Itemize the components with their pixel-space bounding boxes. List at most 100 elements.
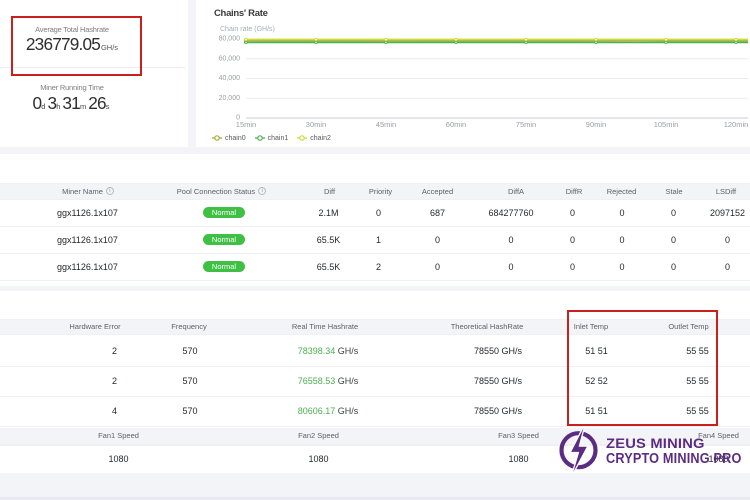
pools-col-label: Accepted [421, 186, 454, 196]
y-tick-label: 40,000 [219, 75, 241, 82]
series-point-chain1 [314, 40, 318, 45]
pools-cell: 0 [375, 207, 381, 218]
boards-table-row: 4 570 80606.17 GH/s 78550 GH/s 51 51 55 55 [0, 397, 750, 427]
runtime-unit: s [105, 101, 110, 111]
pools-cell: 0 [670, 207, 676, 218]
boards-cell: 4 [111, 406, 117, 416]
series-point-chain1 [734, 40, 738, 45]
runtime-number: 26 [88, 92, 106, 113]
legend-ring [256, 135, 263, 141]
runtime-number: 3 [47, 92, 57, 113]
legend-line-icon [212, 135, 222, 141]
x-tick-label: 60min [446, 120, 466, 129]
pools-col-label: Miner Name [62, 186, 103, 196]
boards-col-header: Inlet Temp [573, 322, 609, 332]
lightning-bolt-icon [569, 428, 589, 472]
pools-col-label: Rejected [606, 186, 637, 196]
pools-cell: 65.5K [316, 234, 341, 245]
legend-item-chain1[interactable]: chain1 [254, 134, 288, 142]
avg-hashrate-number: 236779.05 [25, 34, 101, 54]
y-tick-label: 60,000 [219, 55, 241, 62]
runtime-number: 31 [62, 92, 80, 113]
fans-col-header: Fan1 Speed [98, 431, 139, 440]
zeus-logo-icon [559, 428, 598, 472]
pool-status-badge: Normal [203, 261, 245, 273]
boards-cell: 55 55 [686, 346, 709, 356]
boards-col-header: Outlet Temp [668, 322, 709, 332]
pools-col-header: LSDiff [656, 184, 750, 199]
runtime-value: 0d 3h 31m 26s [0, 92, 144, 113]
boards-col-header: Real Time Hashrate [291, 322, 359, 332]
pools-col-label: DiffR [565, 186, 583, 196]
pools-cell: ggx1126.1x107 [57, 207, 118, 218]
boards-cell: 51 51 [585, 346, 608, 356]
pools-table-card: Miner Name i Pool Connection Status i Diff Pr… [0, 154, 750, 286]
series-point-chain2 [384, 37, 388, 42]
summary-card: Average Total Hashrate 236779.05GH/s Min… [0, 0, 188, 147]
fans-values-row: 1080 1080 1080 1080 [0, 444, 750, 473]
y-tick-label: 0 [236, 115, 240, 122]
x-tick-label: 105min [654, 120, 679, 129]
zeus-logo-ring [559, 431, 598, 470]
fan-speed-value: 1080 [708, 454, 729, 464]
series-point-chain2 [594, 37, 598, 42]
y-tick-label: 20,000 [219, 95, 241, 102]
realtime-hashrate-unit: GH/s [335, 376, 359, 386]
legend-ring [214, 135, 220, 141]
boards-cell: 80606.17 GH/s [253, 397, 403, 426]
boards-cell: 78550 GH/s [473, 346, 523, 356]
pools-table-row: ggx1126.1x107 Normal 2.1M 0 687 684277760 0 0 0 2… [0, 200, 750, 227]
legend-label: chain0 [225, 134, 246, 142]
pools-cell: 0 [569, 261, 575, 272]
series-point-chain2 [664, 37, 668, 42]
pools-col-label: Diff [323, 186, 336, 196]
pools-cell: 687 [429, 207, 446, 218]
runtime-label: Miner Running Time [40, 83, 104, 92]
pools-cell: Normal [154, 200, 294, 226]
x-tick-label: 120min [724, 120, 749, 129]
legend-ring [299, 135, 306, 141]
series-point-chain1 [244, 40, 248, 45]
pools-col-header: Miner Name i [18, 184, 158, 199]
avg-hashrate-value: 236779.05GH/s [0, 34, 144, 54]
pools-cell: 0 [434, 234, 440, 245]
boards-cell: 2 [111, 376, 117, 386]
pools-col-label: LSDiff [715, 186, 737, 196]
fans-col-header: Fan3 Speed [498, 431, 539, 440]
series-point-chain2 [244, 37, 248, 42]
pools-col-label: Stale [665, 186, 683, 196]
x-tick-label: 75min [516, 120, 536, 129]
series-point-chain1 [664, 40, 668, 45]
info-icon[interactable]: i [258, 187, 267, 195]
runtime-unit: d [41, 101, 46, 111]
boards-cell: 570 [182, 406, 198, 416]
pools-cell: 0 [569, 207, 575, 218]
pools-cell: 2.1M [318, 207, 339, 218]
pool-status-badge: Normal [203, 234, 245, 246]
series-point-chain2 [524, 37, 528, 42]
series-point-chain2 [454, 37, 458, 42]
legend-item-chain0[interactable]: chain0 [212, 134, 246, 142]
x-tick-label: 15min [236, 120, 256, 129]
pools-col-header: Stale [604, 184, 744, 199]
pools-table-row: ggx1126.1x107 Normal 65.5K 2 0 0 0 0 0 0 [0, 254, 750, 282]
legend-item-chain2[interactable]: chain2 [297, 134, 331, 142]
boards-col-header: Frequency [171, 322, 207, 332]
series-point-chain1 [524, 40, 528, 45]
legend-label: chain2 [310, 134, 331, 142]
fans-col-header: Fan2 Speed [298, 431, 339, 440]
info-icon[interactable]: i [105, 187, 114, 195]
boards-cell: 76558.53 GH/s [253, 367, 403, 396]
series-point-chain1 [454, 40, 458, 45]
boards-table-card: Hardware Error Frequency Real Time Hashrat… [0, 291, 750, 473]
series-point-chain2 [314, 37, 318, 42]
pools-col-header: Rejected [552, 184, 692, 199]
realtime-hashrate-value: 80606.17 [297, 406, 336, 416]
pools-table-header: Miner Name i Pool Connection Status i Diff Pr… [0, 182, 750, 200]
boards-cell: 51 51 [585, 406, 608, 416]
pools-cell: 0 [670, 234, 676, 245]
watermark-line1: ZEUS MINING [606, 434, 705, 451]
boards-cell: 570 [182, 346, 198, 356]
fans-col-header: Fan4 Speed [698, 431, 739, 440]
runtime-number: 0 [32, 92, 43, 113]
